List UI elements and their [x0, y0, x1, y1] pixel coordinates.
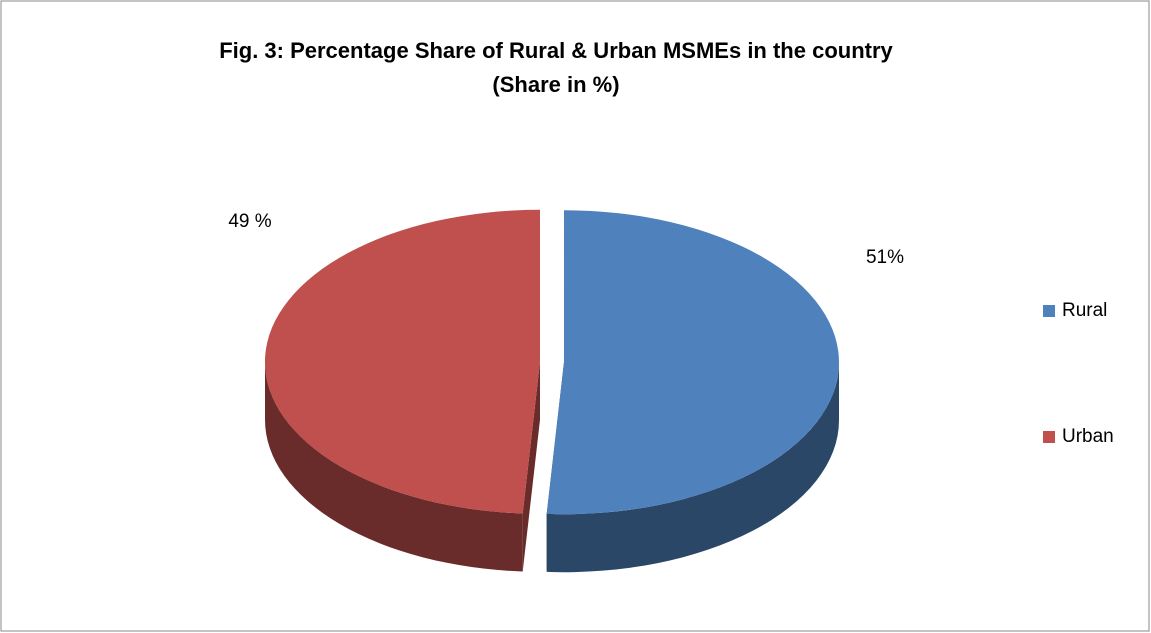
pie-side — [546, 362, 839, 573]
chart-title: Fig. 3: Percentage Share of Rural & Urba… — [219, 38, 893, 63]
pie-slice — [546, 210, 839, 515]
data-label: 51% — [866, 247, 904, 268]
legend-label: Rural — [1062, 300, 1107, 321]
pie-side — [265, 361, 523, 572]
legend-label: Urban — [1062, 426, 1114, 447]
pie-slice — [264, 209, 541, 514]
legend-swatch — [1043, 305, 1055, 317]
data-label: 49 % — [228, 211, 271, 232]
legend-swatch — [1043, 431, 1055, 443]
pie-cut-face — [522, 361, 541, 572]
chart-subtitle: (Share in %) — [492, 72, 619, 97]
